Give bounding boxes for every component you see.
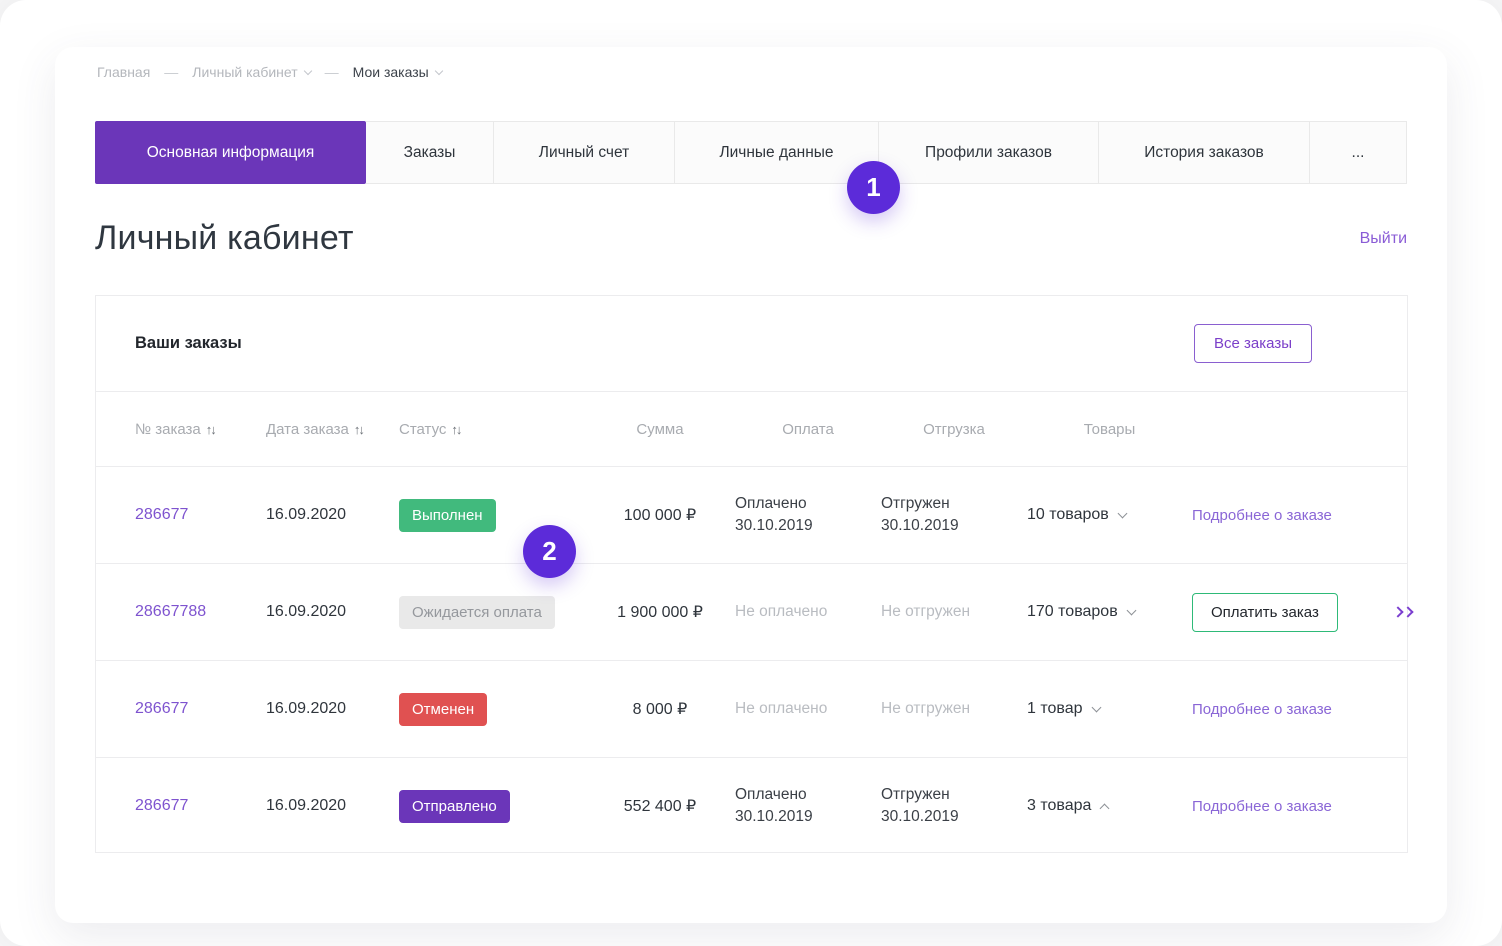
items-dropdown[interactable]: 170 товаров xyxy=(1027,603,1192,621)
tab-more[interactable]: ... xyxy=(1310,121,1407,184)
sort-icon[interactable]: ↑↓ xyxy=(353,421,365,437)
breadcrumb-account-label: Личный кабинет xyxy=(192,64,298,80)
tab-order-profiles[interactable]: Профили заказов xyxy=(879,121,1099,184)
order-date: 16.09.2020 xyxy=(266,506,347,523)
page-title: Личный кабинет xyxy=(95,219,354,257)
order-sum: 552 400 ₽ xyxy=(623,798,697,815)
orders-table-header: № заказа ↑↓ Дата заказа ↑↓ Статус ↑↓ Сумма … xyxy=(96,391,1407,466)
order-date: 16.09.2020 xyxy=(266,603,347,620)
logout-link[interactable]: Выйти xyxy=(1359,229,1407,247)
column-header-items: Товары xyxy=(1083,420,1136,438)
items-count: 10 товаров xyxy=(1027,506,1109,523)
chevron-down-icon xyxy=(303,66,312,75)
tab-label: История заказов xyxy=(1144,143,1264,161)
payment-cell: Оплачено 30.10.2019 xyxy=(735,785,813,825)
column-header-payment: Оплата xyxy=(782,420,834,438)
shipment-cell: Отгружен 30.10.2019 xyxy=(881,785,959,825)
payment-cell: Оплачено 30.10.2019 xyxy=(735,494,813,534)
orders-panel: Ваши заказы Все заказы № заказа ↑↓ Дата з… xyxy=(95,295,1414,854)
status-badge: Отменен xyxy=(399,692,488,726)
table-row: 286677 16.09.2020 Отменен 8 000 ₽ Не опл… xyxy=(96,660,1407,757)
tab-personal-data[interactable]: Личные данные xyxy=(675,121,879,184)
tab-label: Личный счет xyxy=(538,143,630,161)
chevron-up-icon xyxy=(1099,803,1110,813)
breadcrumb-my-orders[interactable]: Мои заказы xyxy=(352,64,443,80)
chevron-down-icon xyxy=(1126,605,1137,615)
order-date: 16.09.2020 xyxy=(266,797,347,814)
items-dropdown[interactable]: 10 товаров xyxy=(1027,506,1192,524)
status-badge: Ожидается оплата xyxy=(399,595,555,629)
tab-label: Профили заказов xyxy=(925,143,1052,161)
order-details-link[interactable]: Подробнее о заказе xyxy=(1192,700,1332,718)
status-badge: Отправлено xyxy=(399,789,510,823)
payment-cell: Не оплачено xyxy=(735,699,828,717)
pay-order-button[interactable]: Оплатить заказ xyxy=(1192,592,1338,632)
double-arrow-icon[interactable] xyxy=(1392,606,1414,618)
items-count: 3 товара xyxy=(1027,797,1092,814)
breadcrumb-home-label: Главная xyxy=(97,64,151,80)
items-dropdown[interactable]: 1 товар xyxy=(1027,700,1192,718)
column-header-sum: Сумма xyxy=(636,420,684,438)
items-dropdown[interactable]: 3 товара xyxy=(1027,797,1192,815)
orders-panel-header: Ваши заказы Все заказы xyxy=(96,296,1407,391)
tab-label: Личные данные xyxy=(719,143,834,161)
tab-label: Основная информация xyxy=(146,143,315,161)
tab-order-history[interactable]: История заказов xyxy=(1099,121,1310,184)
order-id-link[interactable]: 286677 xyxy=(135,506,189,523)
payment-cell: Не оплачено xyxy=(735,602,828,620)
order-sum: 8 000 ₽ xyxy=(632,701,688,718)
breadcrumb-separator: — xyxy=(324,64,339,80)
column-header-shipment: Отгрузка xyxy=(923,420,985,438)
items-count: 170 товаров xyxy=(1027,603,1118,620)
table-row: 286677 16.09.2020 Отправлено 552 400 ₽ О… xyxy=(96,757,1407,854)
sort-icon[interactable]: ↑↓ xyxy=(451,421,462,437)
column-header-order-no: № заказа ↑↓ xyxy=(135,420,217,438)
annotation-badge-1: 1 xyxy=(847,161,900,214)
order-id-link[interactable]: 28667788 xyxy=(135,603,207,620)
chevron-down-icon xyxy=(1117,508,1128,518)
account-card: Главная — Личный кабинет — Мои заказы Ос… xyxy=(55,47,1447,923)
items-count: 1 товар xyxy=(1027,700,1083,717)
order-id-link[interactable]: 286677 xyxy=(135,797,189,814)
tab-label: Заказы xyxy=(403,143,456,161)
shipment-cell: Не отгружен xyxy=(881,602,971,620)
order-details-link[interactable]: Подробнее о заказе xyxy=(1192,506,1332,524)
tab-orders[interactable]: Заказы xyxy=(366,121,494,184)
status-badge: Выполнен xyxy=(399,498,496,532)
column-header-date: Дата заказа ↑↓ xyxy=(266,420,365,438)
chevron-down-icon xyxy=(434,66,443,75)
annotation-badge-2: 2 xyxy=(523,525,576,578)
breadcrumb-home[interactable]: Главная xyxy=(97,64,150,80)
all-orders-button[interactable]: Все заказы xyxy=(1194,324,1312,363)
orders-heading: Ваши заказы xyxy=(135,334,242,352)
tab-main-info[interactable]: Основная информация xyxy=(95,121,366,184)
order-sum: 100 000 ₽ xyxy=(623,507,697,524)
breadcrumb: Главная — Личный кабинет — Мои заказы xyxy=(97,64,443,80)
order-date: 16.09.2020 xyxy=(266,700,347,717)
order-details-link[interactable]: Подробнее о заказе xyxy=(1192,797,1332,815)
shipment-cell: Не отгружен xyxy=(881,699,971,717)
order-id-link[interactable]: 286677 xyxy=(135,700,189,717)
breadcrumb-separator: — xyxy=(164,64,179,80)
title-row: Личный кабинет Выйти xyxy=(95,219,1407,258)
chevron-down-icon xyxy=(1091,702,1101,712)
tab-personal-account[interactable]: Личный счет xyxy=(494,121,675,184)
shipment-cell: Отгружен 30.10.2019 xyxy=(881,494,959,534)
order-sum: 1 900 000 ₽ xyxy=(617,604,703,621)
table-row: 286677 16.09.2020 Выполнен 100 000 ₽ Опл… xyxy=(96,466,1407,563)
tab-label: ... xyxy=(1351,143,1365,161)
breadcrumb-account[interactable]: Личный кабинет xyxy=(192,64,312,80)
table-row: 28667788 16.09.2020 Ожидается оплата 1 9… xyxy=(96,563,1414,660)
breadcrumb-my-orders-label: Мои заказы xyxy=(352,64,429,80)
column-header-status: Статус ↑↓ xyxy=(399,420,462,438)
sort-icon[interactable]: ↑↓ xyxy=(205,421,217,437)
tab-bar: Основная информация Заказы Личный счет Л… xyxy=(95,121,1407,184)
